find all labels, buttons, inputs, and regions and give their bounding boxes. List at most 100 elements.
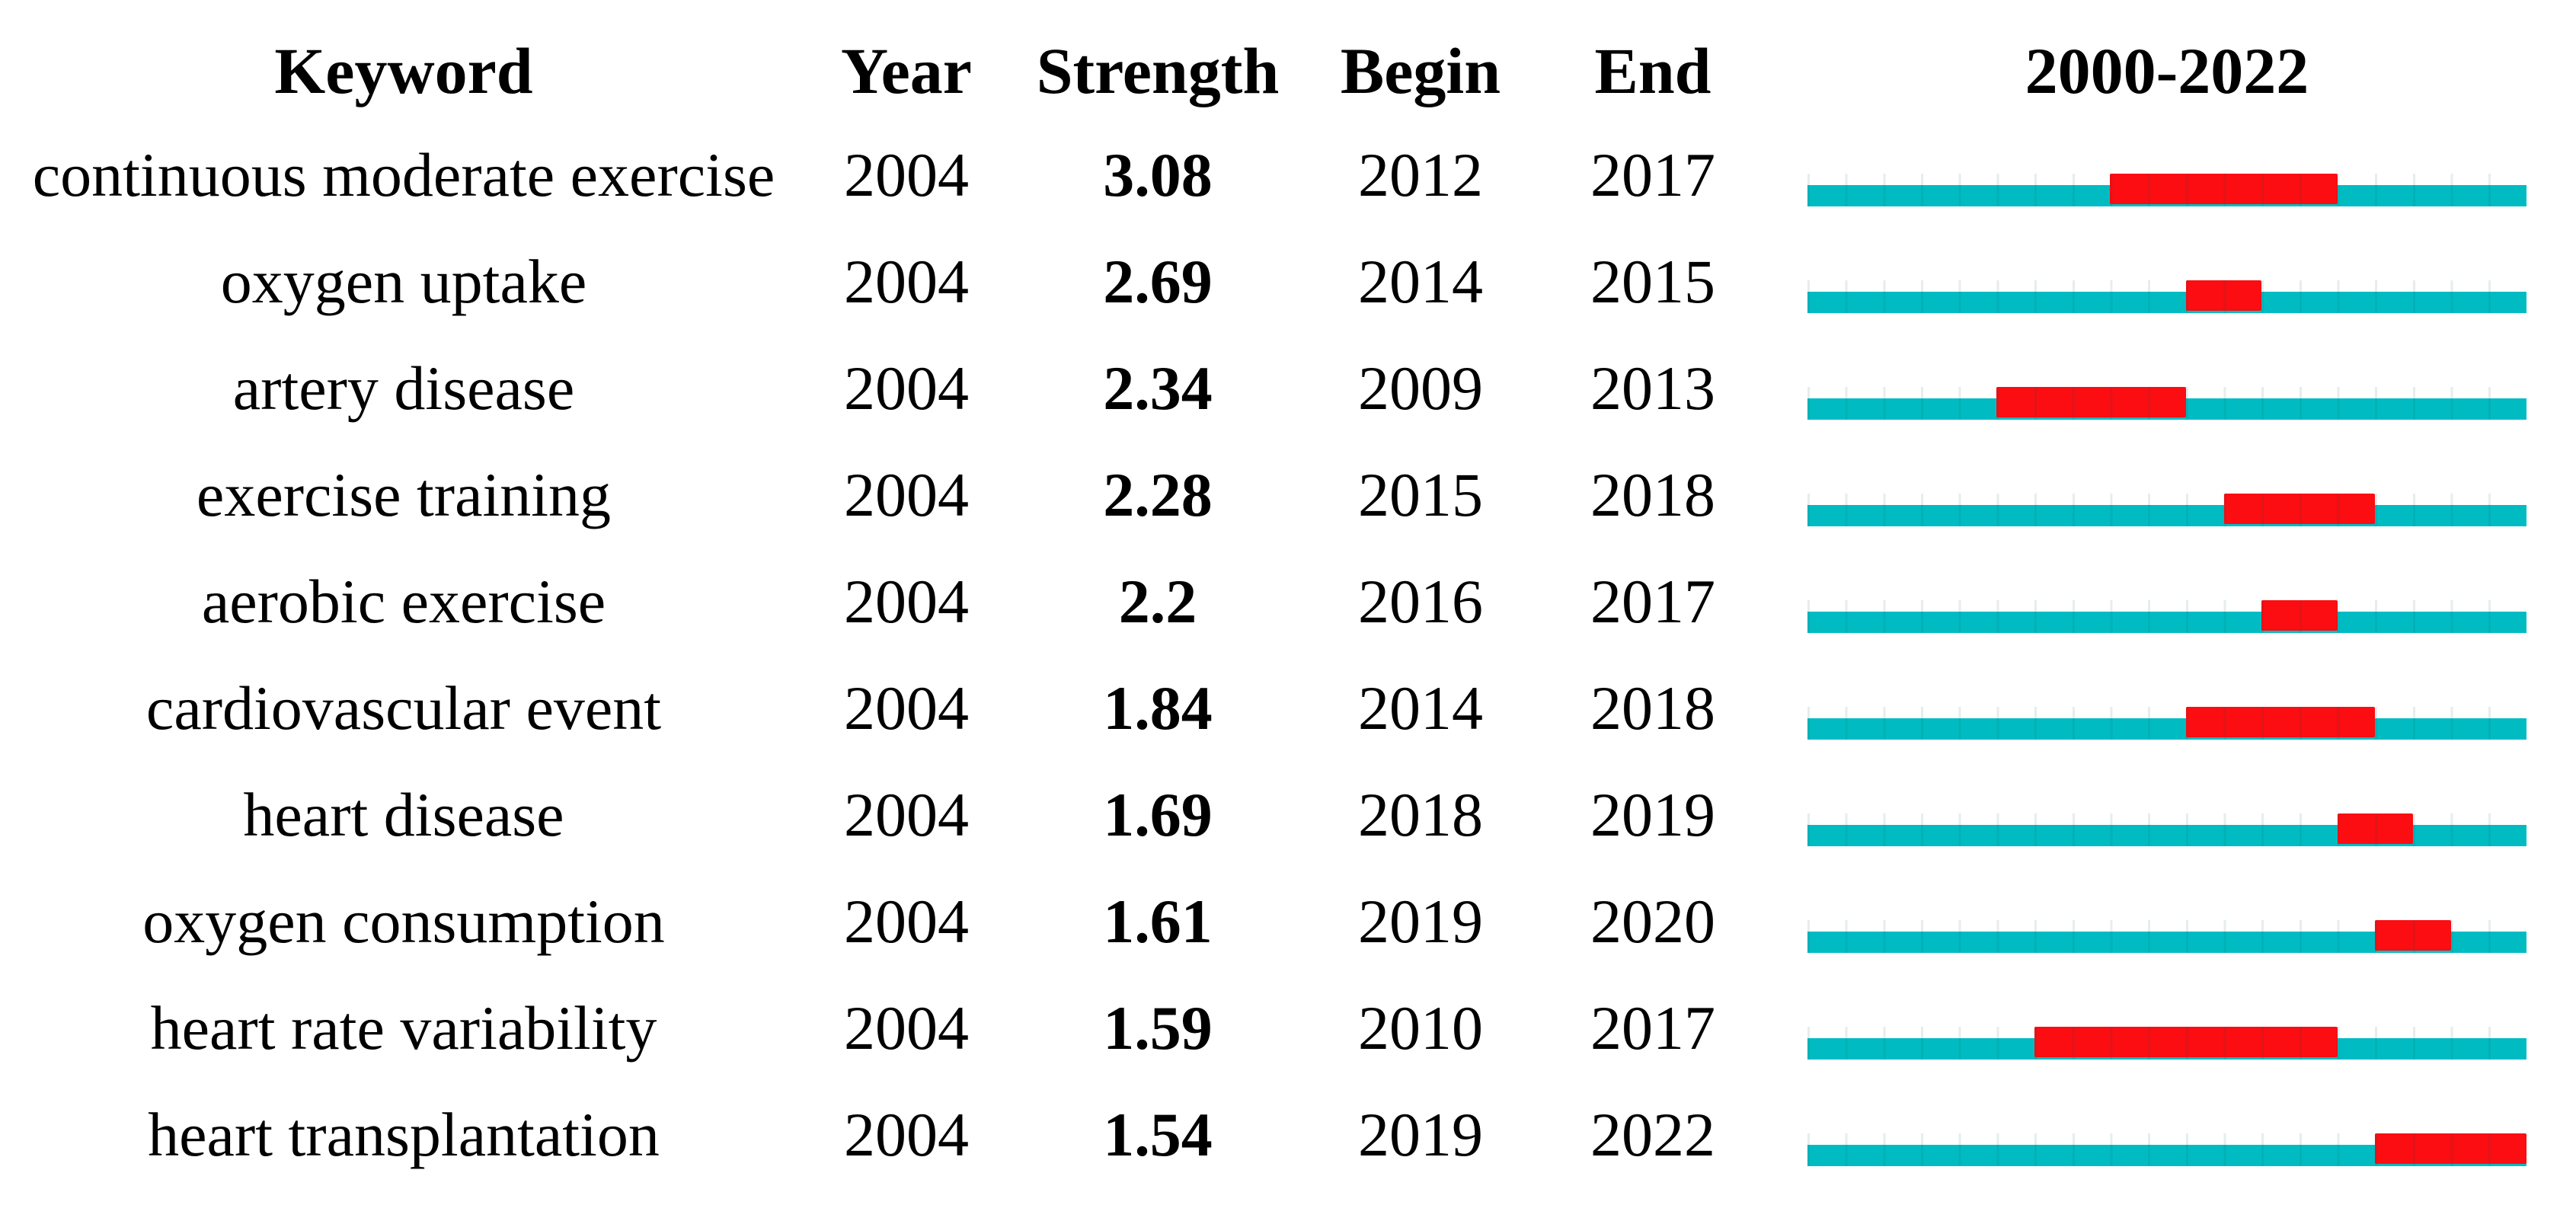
table-row: cardiovascular event 2004 1.84 2014 2018 bbox=[0, 655, 2576, 762]
burst-segment bbox=[2034, 1027, 2338, 1057]
timeline-track bbox=[1807, 1133, 2526, 1166]
strength-cell: 1.69 bbox=[1103, 780, 1213, 849]
timeline-cell bbox=[1775, 122, 2576, 229]
timeline-line bbox=[1807, 718, 2526, 740]
burst-segment bbox=[2375, 1133, 2526, 1164]
strength-cell: 1.54 bbox=[1103, 1100, 1213, 1169]
timeline-track bbox=[1807, 174, 2526, 206]
column-header-strength: Strength bbox=[1036, 34, 1280, 107]
burst-segment bbox=[2375, 920, 2451, 951]
burst-segment bbox=[2185, 707, 2376, 737]
timeline-cell bbox=[1775, 762, 2576, 868]
burst-segment bbox=[2110, 174, 2338, 204]
table-row: heart disease 2004 1.69 2018 2019 bbox=[0, 762, 2576, 868]
year-cell: 2004 bbox=[844, 1100, 969, 1169]
strength-cell: 2.2 bbox=[1118, 567, 1197, 636]
burst-segment bbox=[2223, 494, 2376, 524]
keyword-cell: artery disease bbox=[232, 353, 575, 423]
period-label: 2000-2022 bbox=[2025, 34, 2309, 107]
keyword-cell: heart disease bbox=[243, 780, 564, 849]
begin-cell: 2014 bbox=[1358, 673, 1483, 743]
keyword-cell: continuous moderate exercise bbox=[32, 140, 775, 209]
timeline-cell bbox=[1775, 229, 2576, 335]
begin-cell: 2019 bbox=[1358, 887, 1483, 956]
timeline-line bbox=[1807, 825, 2526, 846]
column-header-keyword: Keyword bbox=[274, 34, 533, 107]
strength-cell: 2.69 bbox=[1103, 247, 1213, 316]
burst-segment bbox=[1996, 387, 2186, 417]
burst-segment bbox=[2337, 813, 2413, 844]
table-row: artery disease 2004 2.34 2009 2013 bbox=[0, 335, 2576, 442]
strength-cell: 1.84 bbox=[1103, 673, 1213, 743]
year-cell: 2004 bbox=[844, 140, 969, 209]
timeline-track bbox=[1807, 280, 2526, 313]
strength-cell: 2.28 bbox=[1103, 460, 1213, 529]
strength-cell: 1.61 bbox=[1103, 887, 1213, 956]
begin-cell: 2018 bbox=[1358, 780, 1483, 849]
timeline-track bbox=[1807, 813, 2526, 846]
timeline-cell bbox=[1775, 335, 2576, 442]
end-cell: 2019 bbox=[1590, 780, 1715, 849]
table-row: oxygen consumption 2004 1.61 2019 2020 bbox=[0, 868, 2576, 975]
timeline-line bbox=[1807, 292, 2526, 313]
table-body: continuous moderate exercise 2004 3.08 2… bbox=[0, 122, 2576, 1188]
begin-cell: 2015 bbox=[1358, 460, 1483, 529]
burst-segment bbox=[2185, 280, 2262, 311]
keyword-cell: exercise training bbox=[196, 460, 612, 529]
keyword-cell: oxygen consumption bbox=[142, 887, 665, 956]
timeline-cell bbox=[1775, 868, 2576, 975]
keyword-cell: heart rate variability bbox=[150, 993, 657, 1063]
table-row: heart rate variability 2004 1.59 2010 20… bbox=[0, 975, 2576, 1082]
year-cell: 2004 bbox=[844, 460, 969, 529]
begin-cell: 2019 bbox=[1358, 1100, 1483, 1169]
keyword-cell: cardiovascular event bbox=[145, 673, 662, 743]
timeline-track bbox=[1807, 920, 2526, 953]
year-cell: 2004 bbox=[844, 780, 969, 849]
timeline-track bbox=[1807, 600, 2526, 633]
keyword-cell: heart transplantation bbox=[148, 1100, 660, 1169]
year-cell: 2004 bbox=[844, 673, 969, 743]
end-cell: 2018 bbox=[1590, 673, 1715, 743]
end-cell: 2017 bbox=[1590, 567, 1715, 636]
year-cell: 2004 bbox=[844, 887, 969, 956]
end-cell: 2013 bbox=[1590, 353, 1715, 423]
end-cell: 2020 bbox=[1590, 887, 1715, 956]
begin-cell: 2016 bbox=[1358, 567, 1483, 636]
end-cell: 2018 bbox=[1590, 460, 1715, 529]
year-cell: 2004 bbox=[844, 567, 969, 636]
end-cell: 2015 bbox=[1590, 247, 1715, 316]
year-cell: 2004 bbox=[844, 993, 969, 1063]
burst-segment bbox=[2261, 600, 2338, 631]
begin-cell: 2009 bbox=[1358, 353, 1483, 423]
timeline-cell bbox=[1775, 442, 2576, 548]
timeline-track bbox=[1807, 494, 2526, 526]
column-header-end: End bbox=[1594, 34, 1711, 107]
keyword-cell: oxygen uptake bbox=[220, 247, 587, 316]
begin-cell: 2010 bbox=[1358, 993, 1483, 1063]
table-row: aerobic exercise 2004 2.2 2016 2017 bbox=[0, 548, 2576, 655]
year-cell: 2004 bbox=[844, 353, 969, 423]
timeline-track bbox=[1807, 387, 2526, 420]
column-header-begin: Begin bbox=[1340, 34, 1501, 107]
timeline-line bbox=[1807, 612, 2526, 633]
timeline-track bbox=[1807, 1027, 2526, 1060]
timeline-cell bbox=[1775, 548, 2576, 655]
strength-cell: 2.34 bbox=[1103, 353, 1213, 423]
header-row: Keyword Year Strength Begin End 2000-202… bbox=[0, 19, 2576, 122]
timeline-cell bbox=[1775, 655, 2576, 762]
begin-cell: 2012 bbox=[1358, 140, 1483, 209]
timeline-cell bbox=[1775, 1082, 2576, 1188]
strength-cell: 1.59 bbox=[1103, 993, 1213, 1063]
table-row: oxygen uptake 2004 2.69 2014 2015 bbox=[0, 229, 2576, 335]
column-header-period: 2000-2022 bbox=[1775, 19, 2576, 122]
column-header-year: Year bbox=[841, 34, 972, 107]
timeline-cell bbox=[1775, 975, 2576, 1082]
strength-cell: 3.08 bbox=[1103, 140, 1213, 209]
keyword-cell: aerobic exercise bbox=[201, 567, 606, 636]
table-row: continuous moderate exercise 2004 3.08 2… bbox=[0, 122, 2576, 229]
end-cell: 2017 bbox=[1590, 140, 1715, 209]
begin-cell: 2014 bbox=[1358, 247, 1483, 316]
end-cell: 2022 bbox=[1590, 1100, 1715, 1169]
end-cell: 2017 bbox=[1590, 993, 1715, 1063]
